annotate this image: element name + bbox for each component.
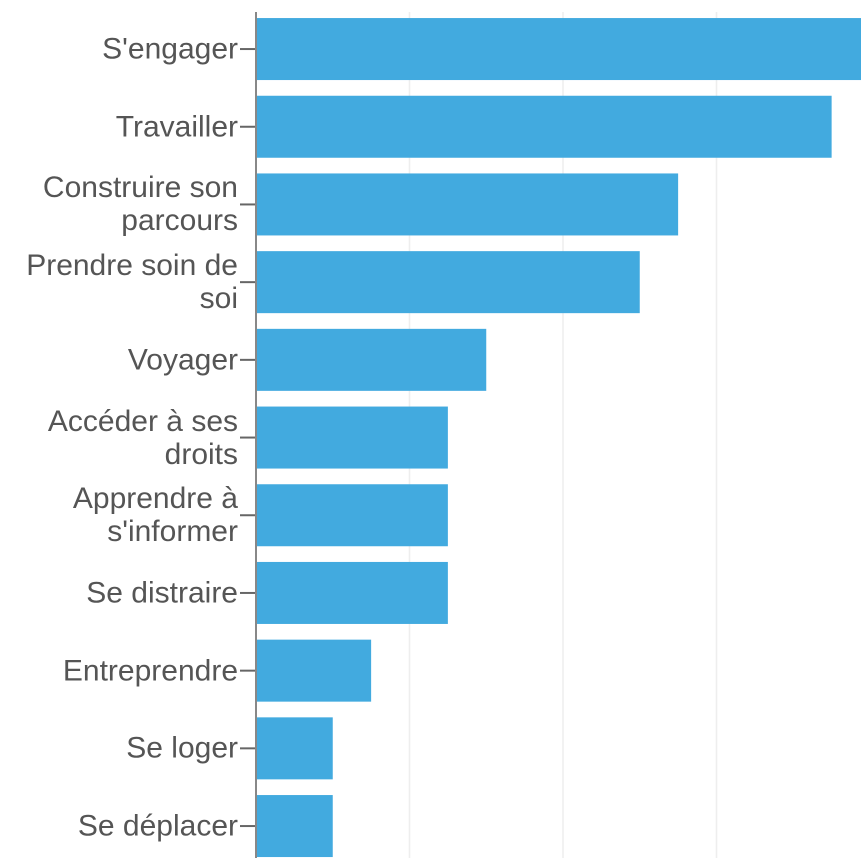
bar: [256, 251, 640, 314]
y-tick-label: Se loger: [126, 731, 238, 765]
bar: [256, 795, 333, 858]
bar: [256, 18, 861, 81]
y-tick-label: Se distraire: [86, 576, 238, 610]
y-tick-label: Prendre soin de soi: [26, 249, 238, 316]
bar: [256, 406, 448, 469]
y-tick-label: Accéder à ses droits: [47, 404, 238, 471]
y-tick-label: Construire son parcours: [42, 171, 238, 238]
bar: [256, 484, 448, 547]
y-tick-label: Travailler: [115, 110, 238, 144]
bar: [256, 95, 832, 158]
y-tick-label: Entreprendre: [62, 654, 238, 688]
y-tick-label: Apprendre à s'informer: [72, 482, 238, 549]
y-tick-label: Se déplacer: [77, 809, 238, 843]
bar: [256, 717, 333, 780]
y-tick-label: S'engager: [102, 32, 238, 66]
bar: [256, 639, 372, 702]
y-tick-label: Voyager: [127, 343, 238, 377]
bar: [256, 328, 487, 391]
bar: [256, 561, 448, 624]
bar: [256, 173, 679, 236]
